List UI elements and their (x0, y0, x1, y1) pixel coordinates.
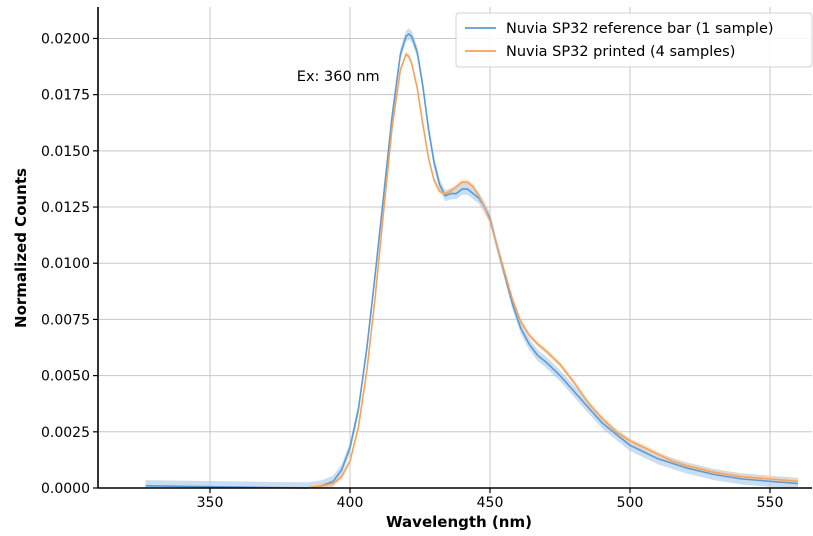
series-1-line (145, 33, 799, 489)
legend-label-2: Nuvia SP32 printed (4 samples) (506, 44, 735, 60)
grid-lines (98, 7, 812, 489)
y-tick-label: 0.0125 (41, 200, 90, 216)
y-tick-label: 0.0075 (41, 312, 90, 328)
y-tick-label: 0.0175 (41, 88, 90, 104)
x-axis-ticks: 350 400 450 500 550 (197, 488, 784, 511)
x-tick-label: 400 (337, 495, 364, 511)
annotation-excitation: Ex: 360 nm (297, 69, 380, 85)
y-tick-label: 0.0000 (41, 481, 90, 497)
series-lines (145, 33, 799, 489)
legend-box (455, 12, 813, 68)
x-tick-label: 350 (197, 495, 224, 511)
y-tick-label: 0.0150 (41, 144, 90, 160)
y-tick-label: 0.0100 (41, 256, 90, 272)
series-1-band (145, 28, 799, 489)
legend-label-1: Nuvia SP32 reference bar (1 sample) (506, 21, 774, 37)
confidence-bands (145, 28, 799, 489)
x-tick-label: 500 (617, 495, 644, 511)
x-tick-label: 550 (757, 495, 784, 511)
series-2-band (308, 51, 798, 488)
y-tick-label: 0.0025 (41, 425, 90, 441)
y-axis-ticks: 0.0000 0.0025 0.0050 0.0075 0.0100 0.0125 0.01… (41, 31, 98, 497)
y-tick-label: 0.0200 (41, 31, 90, 47)
legend: Nuvia SP32 reference bar (1 sample) Nuvia… (455, 12, 813, 68)
series-2-line (307, 53, 799, 489)
axes-frame (97, 7, 812, 489)
y-tick-label: 0.0050 (41, 369, 90, 385)
x-axis-label: Wavelength (nm) (386, 513, 532, 531)
y-axis-label: Normalized Counts (12, 168, 30, 328)
x-tick-label: 450 (477, 495, 504, 511)
